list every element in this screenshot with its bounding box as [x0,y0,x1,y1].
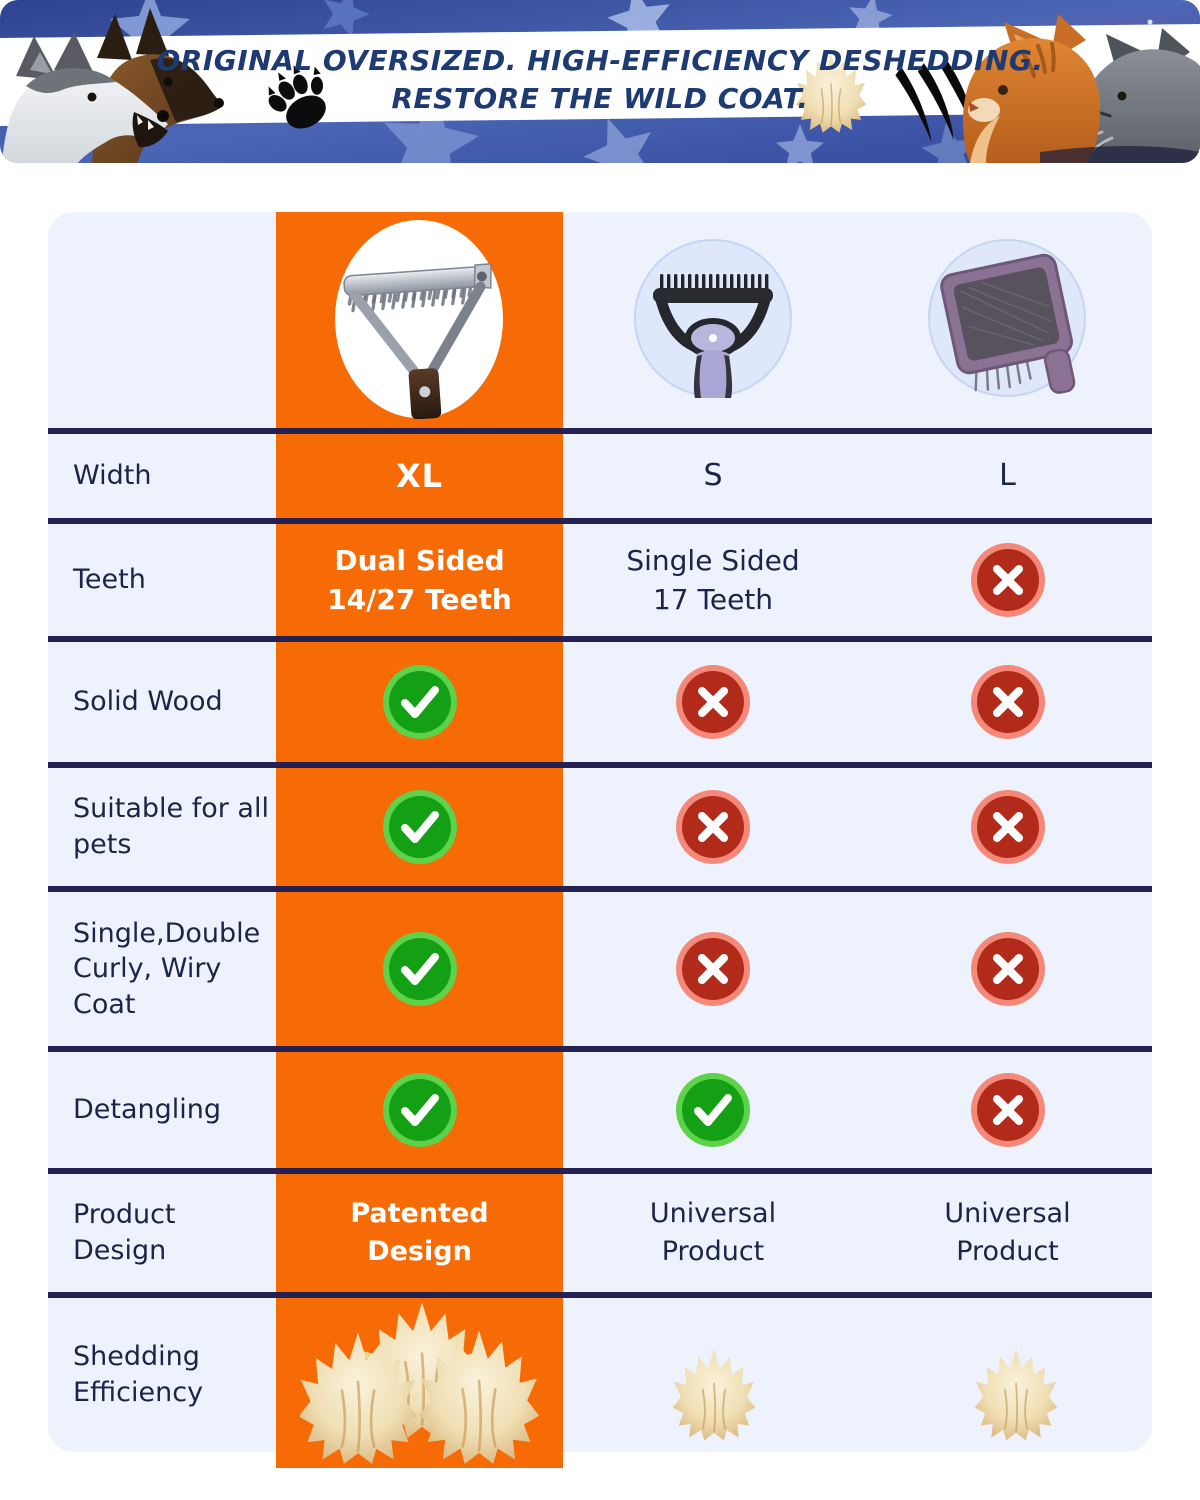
table-header-row [48,212,1152,428]
table-row-solid-wood: Solid Wood [48,636,1152,762]
check-icon [382,664,458,740]
german-shepherd-dog [92,8,224,163]
top-banner: ORIGINAL OVERSIZED. HIGH-EFFICIENCY DESH… [0,0,1200,163]
cross-icon [970,931,1046,1007]
check-icon [382,1072,458,1148]
table-row-shedding: Shedding Efficiency [48,1292,1152,1452]
husky-dog [2,32,169,163]
design-value-l: Universal Product [944,1198,1071,1267]
width-value-s: S [703,458,723,493]
banner-bottom-edge [1040,146,1200,163]
fur-tuft-small [672,1348,756,1442]
row-label: Suitable for all pets [73,793,269,860]
check-icon [675,1072,751,1148]
row-label: Single,Double Curly, Wiry Coat [73,917,261,1020]
teeth-value-s: Single Sided 17 Teeth [626,543,800,616]
table-row-width: Width XL S L [48,428,1152,518]
width-value-l: L [999,458,1016,493]
cross-icon [675,664,751,740]
check-icon [382,931,458,1007]
banner-headline-line1: ORIGINAL OVERSIZED. HIGH-EFFICIENCY DESH… [156,44,1044,77]
check-icon [382,789,458,865]
table-row-all-pets: Suitable for all pets [48,762,1152,886]
cross-icon [970,542,1046,618]
product-image-s-rake [634,239,792,398]
product-image-l-slicker-brush [928,239,1086,397]
product-image-xl-rake [335,220,503,419]
teeth-value-xl: Dual Sided 14/27 Teeth [327,543,512,616]
row-label: Teeth [73,564,146,596]
row-label: Shedding Efficiency [73,1341,204,1408]
orange-tabby-cat [963,14,1101,163]
cross-icon [675,931,751,1007]
cross-icon [970,1072,1046,1148]
fur-tuft-small [974,1348,1058,1442]
row-label: Detangling [73,1094,222,1126]
banner-art [0,0,1200,163]
design-value-xl: Patented Design [350,1198,489,1267]
row-label: Product Design [73,1199,176,1266]
cross-icon [675,789,751,865]
table-row-teeth: Teeth Dual Sided 14/27 Teeth Single Side… [48,518,1152,636]
table-row-detangling: Detangling [48,1046,1152,1168]
banner-headline-line2: RESTORE THE WILD COAT. [391,82,809,115]
row-label: Solid Wood [73,686,223,718]
cross-icon [970,664,1046,740]
comparison-table: Width XL S L Teeth Dual Sided 14/27 Teet… [48,212,1152,1452]
row-label: Width [73,460,152,492]
width-value-xl: XL [395,456,444,495]
fur-pile-large [300,1301,540,1466]
claw-scratch-icon [895,60,977,143]
table-row-coat-types: Single,Double Curly, Wiry Coat [48,886,1152,1046]
cross-icon [970,789,1046,865]
design-value-s: Universal Product [649,1198,777,1267]
paw-print-icon [268,65,326,129]
table-row-product-design: Product Design Patented Design Universal… [48,1168,1152,1292]
